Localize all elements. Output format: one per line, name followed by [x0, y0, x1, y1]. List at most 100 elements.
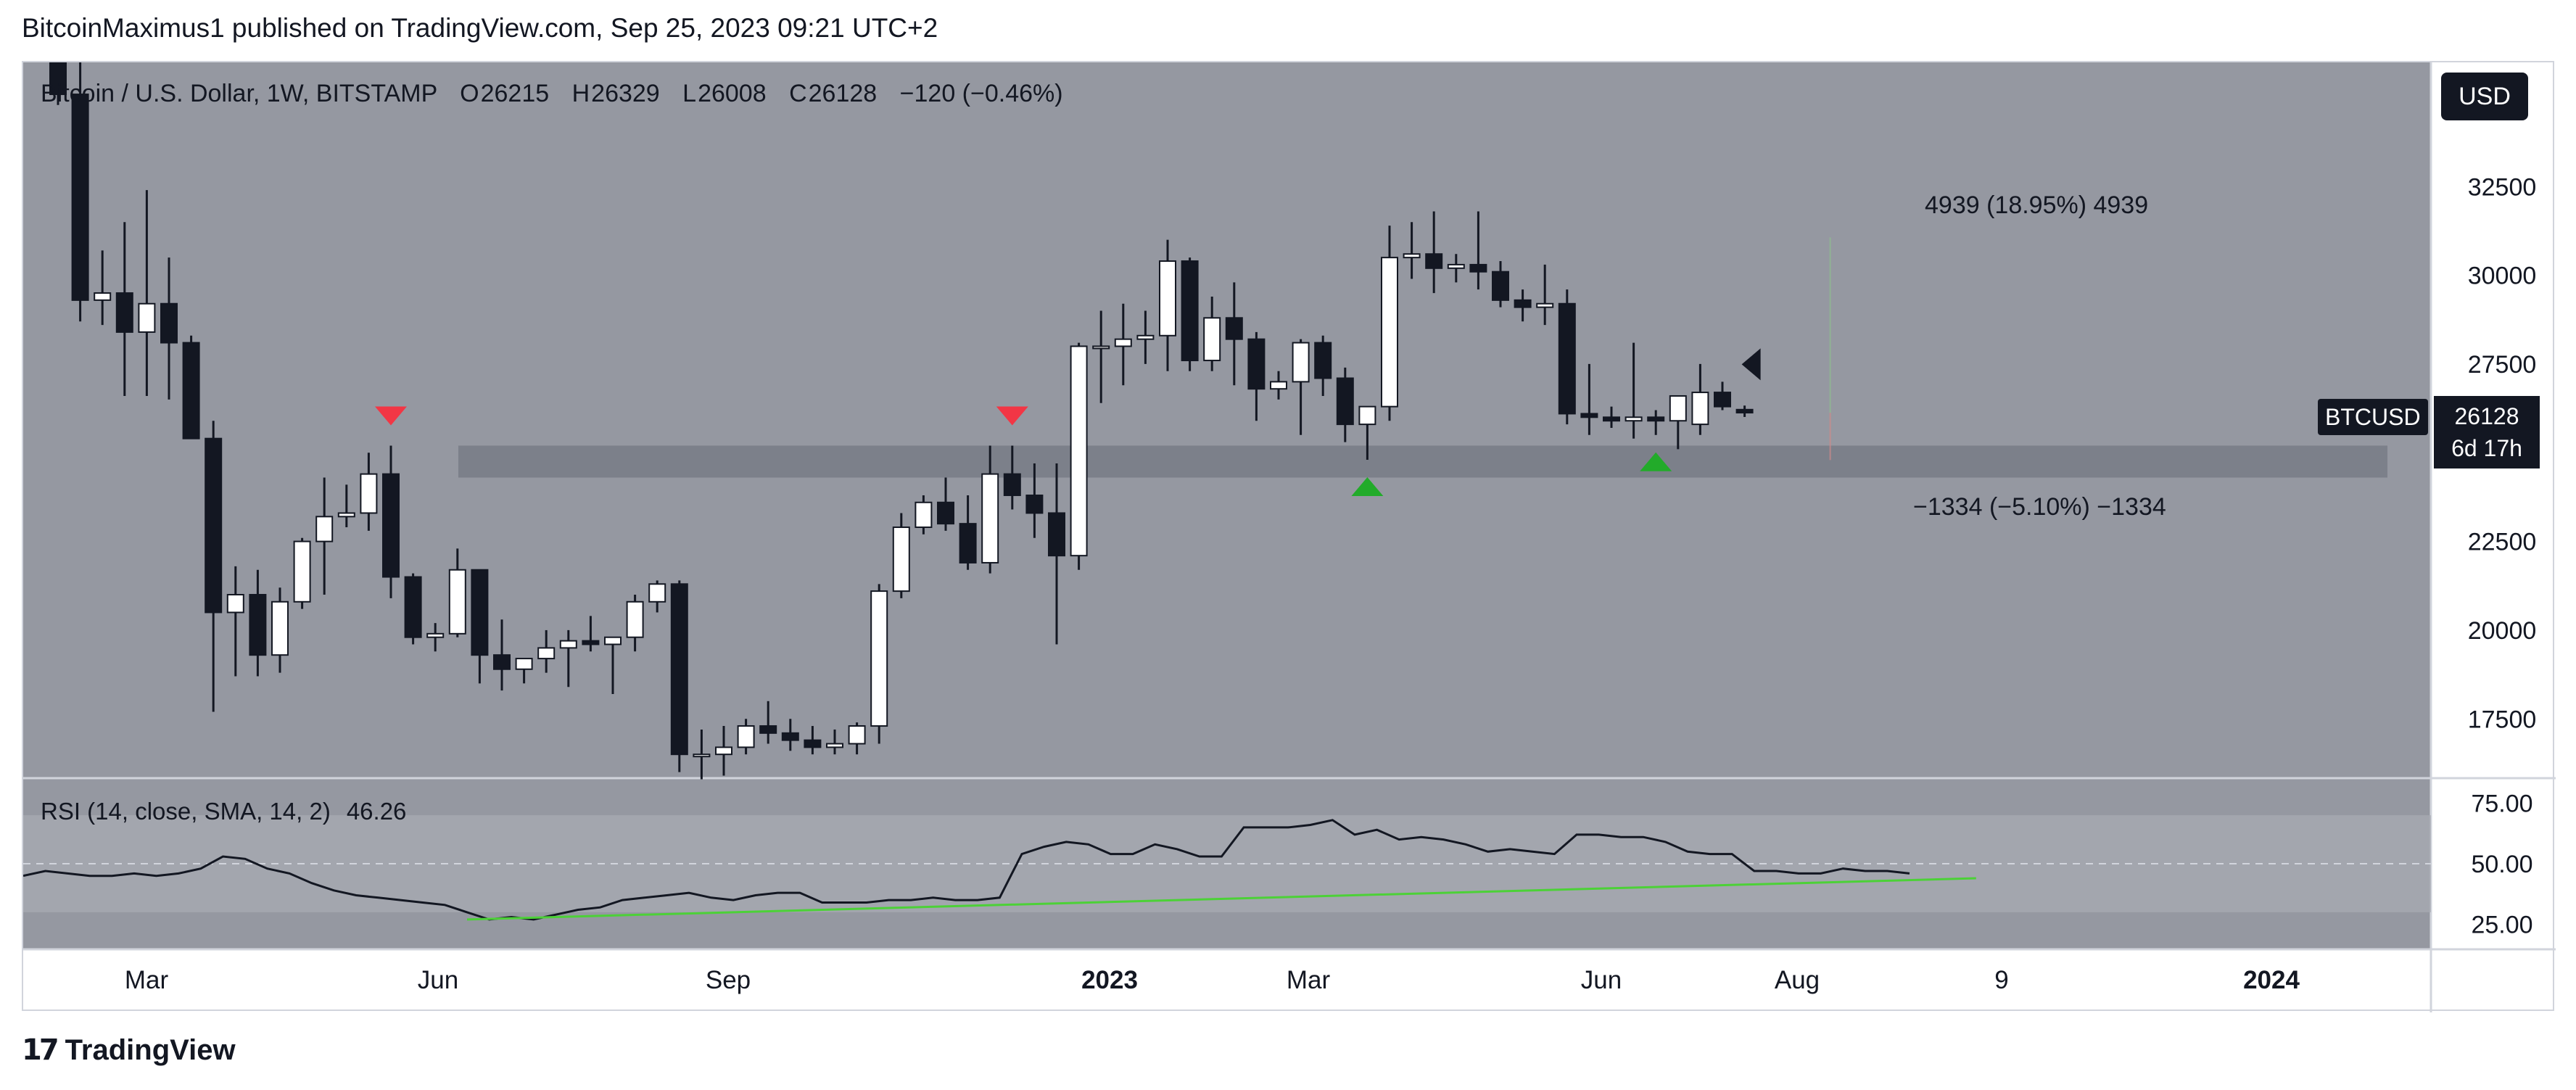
candle-body [49, 62, 67, 96]
candle-body [426, 632, 445, 638]
support-marker [1351, 477, 1384, 497]
candle [1647, 410, 1665, 435]
candle [1536, 264, 1554, 326]
symbol-legend: Bitcoin / U.S. Dollar, 1W, BITSTAMP O262… [41, 80, 1063, 108]
candle-body [493, 654, 511, 670]
candle [937, 477, 954, 531]
candle-body [1358, 405, 1376, 426]
close-label: C [789, 80, 807, 107]
candle [1070, 342, 1088, 570]
candle-body [1469, 263, 1487, 273]
candle [1048, 463, 1065, 645]
candle [115, 222, 133, 396]
candle [1025, 463, 1044, 538]
candle-body [1314, 342, 1332, 379]
candle [1714, 381, 1731, 410]
candle-body [1647, 416, 1665, 422]
low-value: 26008 [698, 80, 767, 107]
candle-body [715, 746, 732, 756]
candle [1003, 445, 1021, 510]
candle-body [337, 512, 355, 518]
tradingview-logo-icon: 17 [22, 1033, 59, 1067]
candle [315, 477, 334, 595]
resistance-marker [996, 406, 1028, 426]
candle [1247, 331, 1266, 421]
time-axis-label: 2023 [1081, 966, 1138, 994]
arrow-marker-icon [1741, 348, 1761, 381]
candle [693, 729, 711, 780]
candle-body [582, 640, 600, 645]
candle [1469, 211, 1487, 290]
candle-body [471, 569, 489, 656]
candle-body [1603, 416, 1620, 422]
candle-body [1625, 416, 1643, 422]
candle-body [1114, 338, 1132, 347]
candle-body [515, 658, 533, 670]
price-axis-label: 22500 [2468, 529, 2537, 556]
time-axis-label: Sep [706, 966, 751, 994]
candle-body [959, 523, 977, 563]
low-label: L [682, 80, 697, 107]
candle-body [448, 569, 466, 635]
candle [1603, 406, 1620, 429]
candle-body [804, 739, 822, 748]
candle-body [160, 302, 178, 344]
candle [1492, 261, 1509, 307]
candle-body [1048, 512, 1065, 557]
candle [271, 587, 289, 673]
tradingview-logo[interactable]: 17 TradingView [22, 1033, 236, 1067]
candle [1159, 239, 1176, 371]
candle-body [226, 593, 244, 614]
candle [826, 729, 843, 755]
lower-measure-label: −1334 (−5.10%) −1334 [1913, 493, 2166, 521]
candle [1336, 367, 1354, 442]
chart-canvas[interactable]: 3250030000275002500022500200001750035000… [23, 62, 2556, 1012]
candle [1114, 303, 1132, 386]
candle [1092, 310, 1110, 403]
candle [848, 722, 866, 755]
candle [759, 701, 777, 744]
candle [404, 573, 422, 645]
price-axis-label: 17500 [2468, 706, 2537, 733]
candle [1314, 335, 1332, 396]
candle-body [1181, 260, 1199, 362]
candle-body [1492, 271, 1509, 301]
candle-body [138, 302, 156, 333]
close-value: 26128 [808, 80, 878, 107]
candle [94, 250, 112, 326]
publisher-line: BitcoinMaximus1 published on TradingView… [22, 13, 938, 43]
candle-body [1203, 317, 1221, 362]
candle-body [1691, 392, 1709, 426]
candle [1181, 257, 1199, 371]
candle-body [559, 640, 577, 649]
time-axis-label: Mar [125, 966, 169, 994]
candle [249, 569, 267, 677]
candle [1425, 211, 1443, 294]
candle-body [759, 725, 777, 734]
candle [1514, 289, 1532, 322]
candle [426, 623, 445, 652]
candle-body [892, 527, 910, 593]
candle [1735, 405, 1754, 417]
support-zone [458, 445, 2387, 478]
rsi-legend: RSI (14, close, SMA, 14, 2) 46.26 [41, 798, 406, 825]
candle-body [693, 753, 711, 758]
rsi-value: 46.26 [346, 798, 407, 825]
candle-body [1070, 345, 1088, 557]
candle-body [360, 473, 378, 514]
candle-body [937, 501, 954, 525]
candle-body [205, 437, 223, 614]
chart-frame[interactable]: 3250030000275002500022500200001750035000… [22, 61, 2556, 1012]
price-axis-label: 27500 [2468, 351, 2537, 379]
candle-body [1558, 302, 1576, 415]
high-label: H [571, 80, 590, 107]
candle-body [1292, 342, 1310, 383]
support-marker [1640, 452, 1672, 471]
candle-body [648, 583, 666, 603]
candle [515, 658, 533, 684]
candle [205, 421, 223, 712]
price-axis-label: 20000 [2468, 617, 2537, 645]
candle-body [1381, 257, 1398, 408]
candle-body [1580, 413, 1598, 418]
currency-button[interactable]: USD [2441, 73, 2528, 120]
